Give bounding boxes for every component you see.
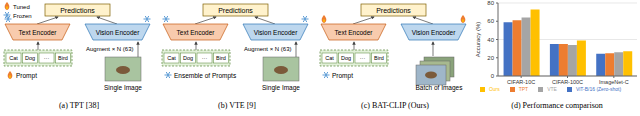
svg-text:Predictions: Predictions (60, 7, 95, 14)
svg-text:Bird: Bird (58, 55, 68, 61)
svg-text:Prompt: Prompt (332, 72, 353, 80)
svg-text:Vision Encoder: Vision Encoder (412, 29, 456, 36)
svg-text:Cat: Cat (325, 55, 334, 61)
html-text:Ours: Ours (488, 86, 500, 92)
svg-text:Vision Encoder: Vision Encoder (254, 29, 298, 36)
svg-text:Text Encoder: Text Encoder (19, 29, 58, 36)
svg-text:Single Image: Single Image (104, 84, 142, 92)
svg-text:···: ··· (360, 55, 366, 61)
svg-text:Batch of Images: Batch of Images (416, 84, 464, 92)
svg-text:CIFAR-10C: CIFAR-10C (507, 79, 535, 85)
svg-text:Augment × N (63): Augment × N (63) (86, 46, 134, 52)
svg-text:Text Encoder: Text Encoder (177, 29, 216, 36)
svg-text:Single Image: Single Image (262, 84, 300, 92)
svg-text:(c) BAT-CLIP (Ours): (c) BAT-CLIP (Ours) (361, 101, 429, 110)
svg-text:Accuracy (%): Accuracy (%) (475, 22, 481, 58)
svg-text:Prompt: Prompt (16, 72, 37, 80)
svg-text:Dog: Dog (25, 55, 35, 61)
svg-text:Frozen: Frozen (13, 13, 32, 19)
html-text:(d) Performance comparison: (d) Performance comparison (511, 101, 603, 110)
html-text:ViT-B/16 (Zero-shot): ViT-B/16 (Zero-shot) (575, 86, 622, 92)
svg-text:Predictions: Predictions (218, 7, 253, 14)
svg-text:CIFAR-100C: CIFAR-100C (552, 79, 583, 85)
svg-text:Dog: Dog (183, 55, 193, 61)
svg-text:80: 80 (487, 0, 494, 6)
svg-text:Augment × N (63): Augment × N (63) (244, 46, 292, 52)
svg-text:Predictions: Predictions (376, 7, 411, 14)
svg-text:Cat: Cat (167, 55, 176, 61)
svg-text:(a) TPT [38]: (a) TPT [38] (59, 101, 99, 110)
svg-text:Ensemble of Prompts: Ensemble of Prompts (174, 72, 237, 80)
svg-text:Cat: Cat (9, 55, 18, 61)
svg-text:40: 40 (487, 37, 494, 43)
svg-text:···: ··· (44, 55, 50, 61)
svg-text:···: ··· (202, 55, 208, 61)
svg-text:60: 60 (487, 18, 494, 24)
svg-text:Vision Encoder: Vision Encoder (96, 29, 140, 36)
svg-text:Bird: Bird (216, 55, 226, 61)
svg-text:Text Encoder: Text Encoder (335, 29, 374, 36)
html-text:VTE: VTE (547, 86, 557, 92)
svg-text:(b) VTE [9]: (b) VTE [9] (218, 101, 256, 110)
svg-text:0: 0 (491, 73, 495, 79)
svg-text:Tuned: Tuned (13, 4, 30, 10)
svg-text:Bird: Bird (374, 55, 384, 61)
svg-text:ImageNet-C: ImageNet-C (599, 79, 629, 85)
svg-text:20: 20 (487, 55, 494, 61)
html-text:TPT: TPT (518, 86, 529, 92)
svg-text:Dog: Dog (341, 55, 351, 61)
